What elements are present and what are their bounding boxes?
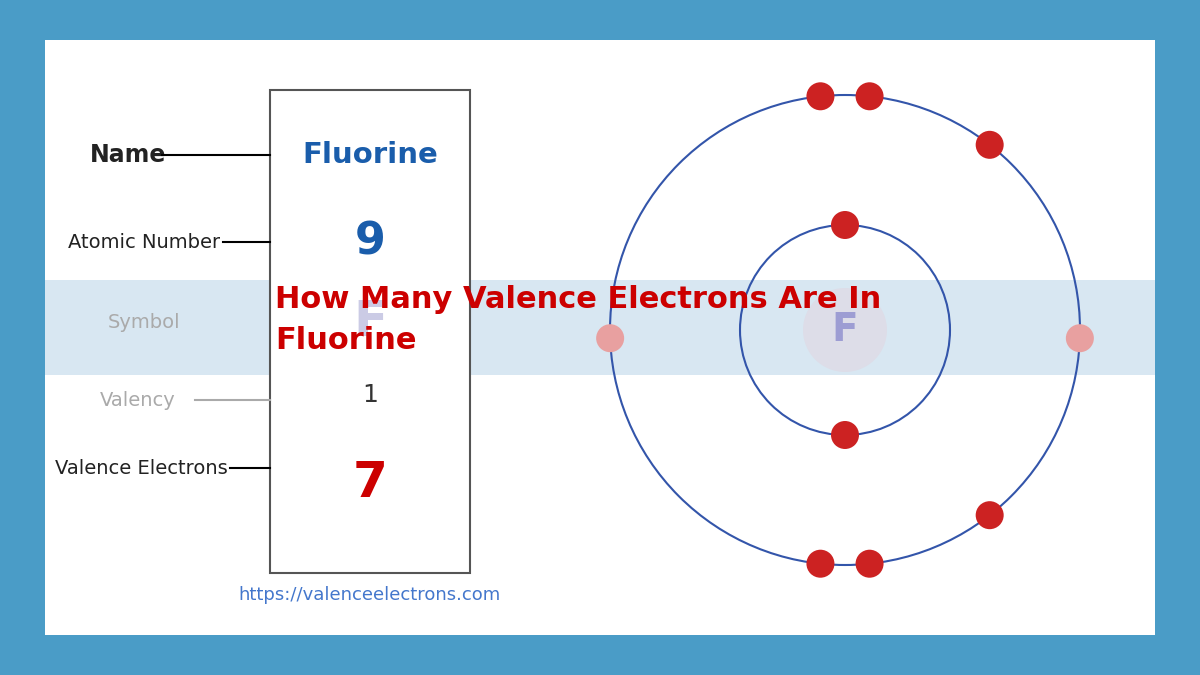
Circle shape	[856, 82, 883, 110]
Circle shape	[596, 324, 624, 352]
Text: Fluorine: Fluorine	[302, 141, 438, 169]
Circle shape	[806, 82, 834, 110]
Circle shape	[976, 131, 1003, 159]
Circle shape	[856, 549, 883, 578]
Circle shape	[976, 501, 1003, 529]
Text: Valence Electrons: Valence Electrons	[55, 458, 228, 477]
Circle shape	[830, 211, 859, 239]
Text: https://valenceelectrons.com: https://valenceelectrons.com	[239, 586, 502, 604]
Text: F: F	[832, 311, 858, 349]
Text: 1: 1	[362, 383, 378, 407]
Text: Symbol: Symbol	[108, 313, 181, 331]
Text: 7: 7	[353, 459, 388, 507]
Text: Atomic Number: Atomic Number	[68, 232, 220, 252]
Text: Valency: Valency	[100, 391, 175, 410]
Circle shape	[1066, 324, 1094, 352]
Text: 9: 9	[354, 221, 385, 263]
Bar	[46, 40, 1154, 635]
Bar	[270, 90, 470, 573]
Bar	[46, 280, 1154, 375]
Circle shape	[830, 421, 859, 449]
Circle shape	[803, 288, 887, 372]
Text: Name: Name	[90, 143, 167, 167]
Text: How Many Valence Electrons Are In
Fluorine: How Many Valence Electrons Are In Fluori…	[275, 286, 881, 355]
Text: F: F	[353, 298, 388, 346]
Circle shape	[806, 549, 834, 578]
